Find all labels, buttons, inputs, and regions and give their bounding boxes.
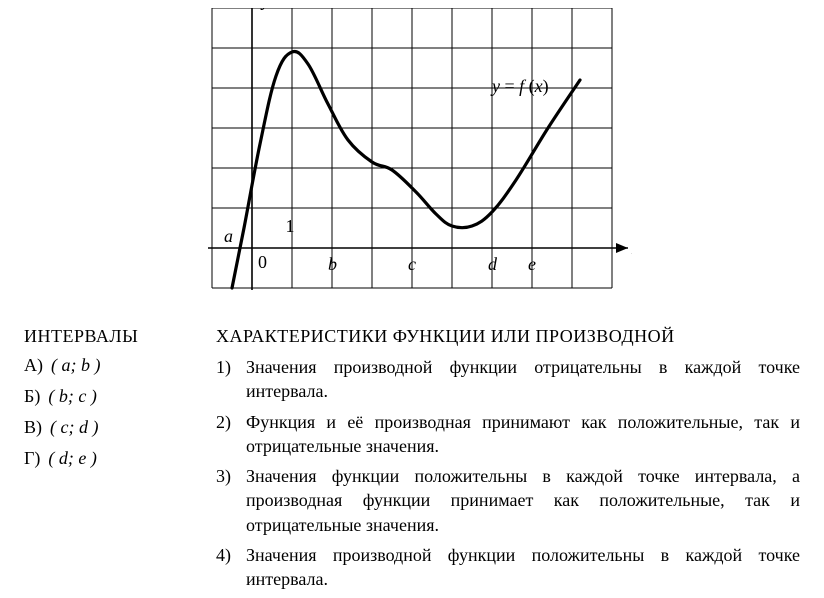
svg-text:d: d: [488, 254, 498, 274]
intervals-list: А) ( a; b ) Б) ( b; c ) В) ( c; d ) Г) ( d; e ): [24, 355, 184, 469]
characteristic-text: Значения производной функции положительн…: [246, 543, 800, 592]
svg-text:1: 1: [286, 216, 295, 236]
svg-text:c: c: [408, 254, 416, 274]
characteristic-number: 2): [216, 410, 238, 459]
chart-container: y x 01 a b c d e y = f (x): [24, 8, 800, 308]
interval-letter: А): [24, 355, 43, 376]
interval-letter: Б): [24, 386, 40, 407]
characteristic-row: 2)Функция и её производная принимают как…: [216, 410, 800, 459]
characteristic-number: 4): [216, 543, 238, 592]
svg-text:y: y: [260, 8, 270, 10]
characteristic-row: 1)Значения производной функции отрицател…: [216, 355, 800, 404]
characteristic-row: 4)Значения производной функции положител…: [216, 543, 800, 592]
svg-text:y = f (x): y = f (x): [490, 76, 549, 97]
characteristic-text: Значения производной функции отрицательн…: [246, 355, 800, 404]
interval-row: А) ( a; b ): [24, 355, 184, 376]
interval-expr: ( a; b ): [51, 355, 100, 376]
characteristic-row: 3)Значения функции положительны в каждой…: [216, 464, 800, 537]
characteristic-number: 1): [216, 355, 238, 404]
characteristics-heading: ХАРАКТЕРИСТИКИ ФУНКЦИИ ИЛИ ПРОИЗВОДНОЙ: [216, 326, 800, 347]
intervals-heading: ИНТЕРВАЛЫ: [24, 326, 184, 347]
characteristic-number: 3): [216, 464, 238, 537]
interval-row: Г) ( d; e ): [24, 448, 184, 469]
interval-row: Б) ( b; c ): [24, 386, 184, 407]
svg-text:x: x: [631, 238, 632, 258]
interval-expr: ( b; c ): [48, 386, 96, 407]
interval-letter: Г): [24, 448, 40, 469]
svg-text:e: e: [528, 254, 536, 274]
interval-row: В) ( c; d ): [24, 417, 184, 438]
svg-text:b: b: [328, 254, 337, 274]
svg-text:0: 0: [258, 252, 267, 272]
interval-letter: В): [24, 417, 42, 438]
characteristics-list: 1)Значения производной функции отрицател…: [216, 355, 800, 592]
function-chart: y x 01 a b c d e y = f (x): [192, 8, 632, 308]
content-columns: ИНТЕРВАЛЫ А) ( a; b ) Б) ( b; c ) В) ( c; d )…: [24, 326, 800, 598]
characteristics-column: ХАРАКТЕРИСТИКИ ФУНКЦИИ ИЛИ ПРОИЗВОДНОЙ 1…: [216, 326, 800, 598]
svg-text:a: a: [224, 226, 233, 246]
interval-expr: ( c; d ): [50, 417, 98, 438]
interval-expr: ( d; e ): [48, 448, 96, 469]
intervals-column: ИНТЕРВАЛЫ А) ( a; b ) Б) ( b; c ) В) ( c; d )…: [24, 326, 184, 479]
characteristic-text: Функция и её производная принимают как п…: [246, 410, 800, 459]
characteristic-text: Значения функции положительны в каждой т…: [246, 464, 800, 537]
